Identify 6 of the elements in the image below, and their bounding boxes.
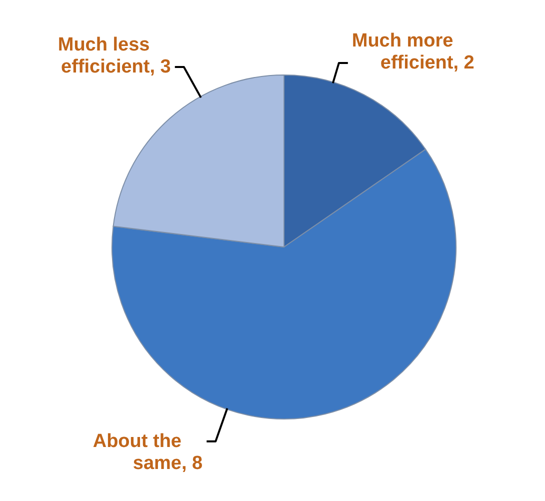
slice-label: About the same <box>92 430 182 474</box>
data-label: , 2 <box>453 52 474 74</box>
data-label: , 3 <box>150 56 171 78</box>
slice-label: Much less efficicient <box>58 34 150 78</box>
slice-label: Much more efficient <box>352 30 454 74</box>
data-label: , 8 <box>182 452 203 474</box>
